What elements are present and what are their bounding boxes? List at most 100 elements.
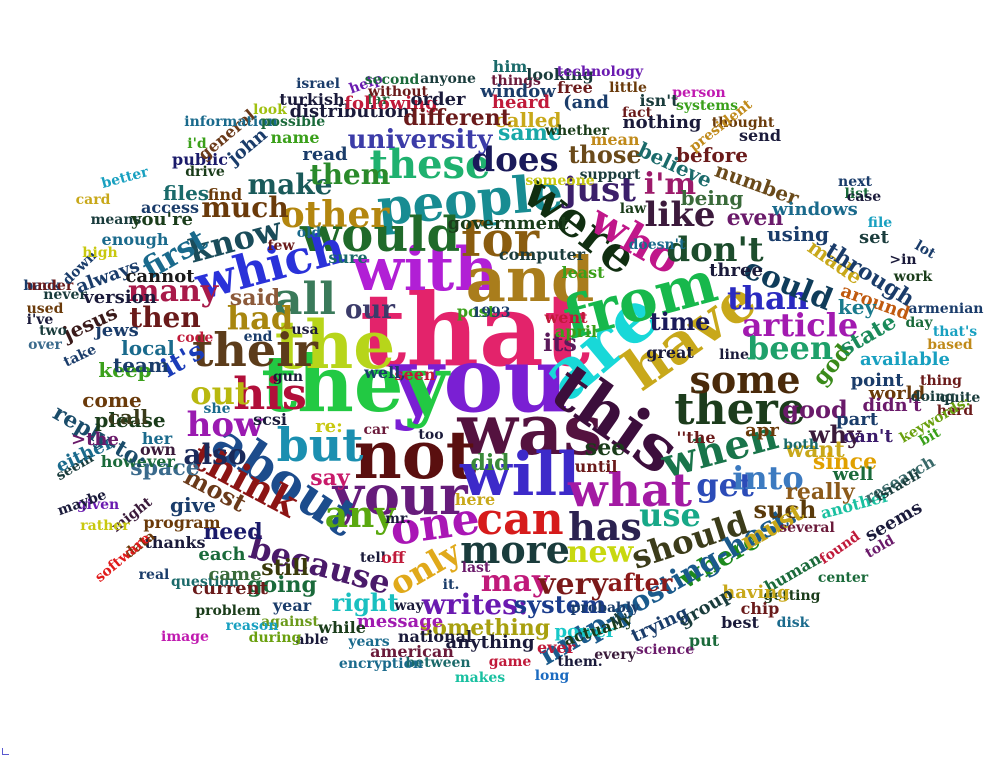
word-also: also xyxy=(183,438,247,471)
word-available: available xyxy=(860,349,950,370)
word-you: you xyxy=(391,327,569,433)
word-use: use xyxy=(639,496,701,534)
word-been: been xyxy=(746,329,834,367)
word-means: means xyxy=(90,212,142,228)
word-code: code xyxy=(176,330,214,346)
word-science: science xyxy=(635,642,695,658)
word-given: given xyxy=(76,497,120,513)
word-said: said xyxy=(229,285,281,311)
word-least: least xyxy=(561,263,605,282)
word-gun: gun xyxy=(272,369,304,385)
word-several: several xyxy=(779,520,835,536)
word-thought: thought xyxy=(711,115,775,131)
word-many: many xyxy=(127,274,219,309)
word-looking: looking xyxy=(526,65,594,84)
word-between: between xyxy=(405,655,471,671)
word-don-t: don't xyxy=(666,230,764,270)
word-they: they xyxy=(261,339,449,430)
word-two: two xyxy=(39,323,67,339)
word-window: window xyxy=(480,81,556,102)
word-see: see xyxy=(584,435,626,461)
word-high: high xyxy=(82,245,118,261)
word-list: list xyxy=(844,186,870,202)
word-day: day xyxy=(905,315,933,331)
word-same: same xyxy=(498,120,562,146)
word-great: great xyxy=(646,343,694,362)
word-technology: technology xyxy=(556,64,644,80)
word-want: want xyxy=(785,437,845,463)
word-well: well, xyxy=(364,363,406,382)
word-center: center xyxy=(817,570,869,586)
word-since: since xyxy=(812,449,878,475)
word-in: >in xyxy=(889,252,917,268)
word-well: well xyxy=(832,464,874,485)
word-whether: whether xyxy=(544,123,610,139)
word-post: post xyxy=(456,302,496,321)
word-getting: getting xyxy=(763,588,821,604)
word-give: give xyxy=(170,493,216,517)
word-please: please xyxy=(94,408,166,432)
word-than: than xyxy=(726,279,810,317)
word-quite: quite xyxy=(939,390,981,406)
word-makes: makes xyxy=(454,670,506,686)
word-some: some xyxy=(689,357,801,402)
word-doing: doing xyxy=(910,389,956,405)
word-able: able xyxy=(295,632,329,648)
word-year: year xyxy=(272,596,312,615)
word-different: different xyxy=(403,105,511,131)
word-cannot: cannot xyxy=(125,266,195,287)
word-disk: disk xyxy=(776,615,810,631)
word-reason: reason xyxy=(225,618,279,634)
word-isn-t: isn't xyxy=(639,91,679,110)
word-still: still xyxy=(261,555,309,581)
word-sure: sure xyxy=(328,248,368,267)
word-their: their xyxy=(192,323,318,377)
word-best: best xyxy=(721,613,759,632)
word-possible: possible xyxy=(260,114,326,130)
word-university: university xyxy=(347,125,493,155)
word-national: national xyxy=(397,627,473,646)
word-following: following xyxy=(344,93,438,114)
word-them: them. xyxy=(557,654,603,670)
word-game: game xyxy=(488,654,532,670)
word-government: government xyxy=(447,213,569,234)
word-tell: tell xyxy=(359,550,387,566)
word-long: long xyxy=(534,668,570,684)
word-read: read xyxy=(302,144,348,165)
word-something: something xyxy=(419,615,551,641)
word-really: really xyxy=(785,479,855,505)
word-out: out xyxy=(190,374,250,412)
word-each: each xyxy=(198,544,246,565)
word-more: more xyxy=(460,527,570,572)
word-american: american xyxy=(370,642,454,661)
word-having: having xyxy=(722,582,790,603)
word-but: but xyxy=(276,418,364,472)
word-keep: keep xyxy=(98,358,152,382)
word-usa: usa xyxy=(291,322,319,338)
word-support: support xyxy=(579,167,641,183)
word-put: put xyxy=(688,631,720,650)
word-called: called xyxy=(494,108,562,132)
word-very: very xyxy=(538,567,608,602)
word-those: those xyxy=(568,140,642,169)
word-them: them xyxy=(309,158,391,191)
word-three: three xyxy=(709,260,763,281)
word-however: however, xyxy=(100,452,180,471)
word-re: re: xyxy=(315,416,343,437)
word-next: next xyxy=(838,174,872,190)
word-name: name xyxy=(270,128,320,147)
corner-bracket-mark xyxy=(2,748,9,755)
word-may: may xyxy=(480,564,550,599)
word-then: then xyxy=(129,301,201,334)
word-here: here xyxy=(454,490,496,509)
word-ever: ever xyxy=(536,638,576,657)
word-israel: israel xyxy=(296,76,340,92)
word-come: come xyxy=(82,388,142,412)
word-heard: heard xyxy=(491,92,551,113)
word-during: during xyxy=(248,630,302,646)
word-back: back xyxy=(23,278,61,294)
word-make: make xyxy=(247,168,333,201)
word-after: after xyxy=(607,568,673,597)
word-did: did xyxy=(470,450,510,476)
word-mr: mr. xyxy=(385,511,411,527)
